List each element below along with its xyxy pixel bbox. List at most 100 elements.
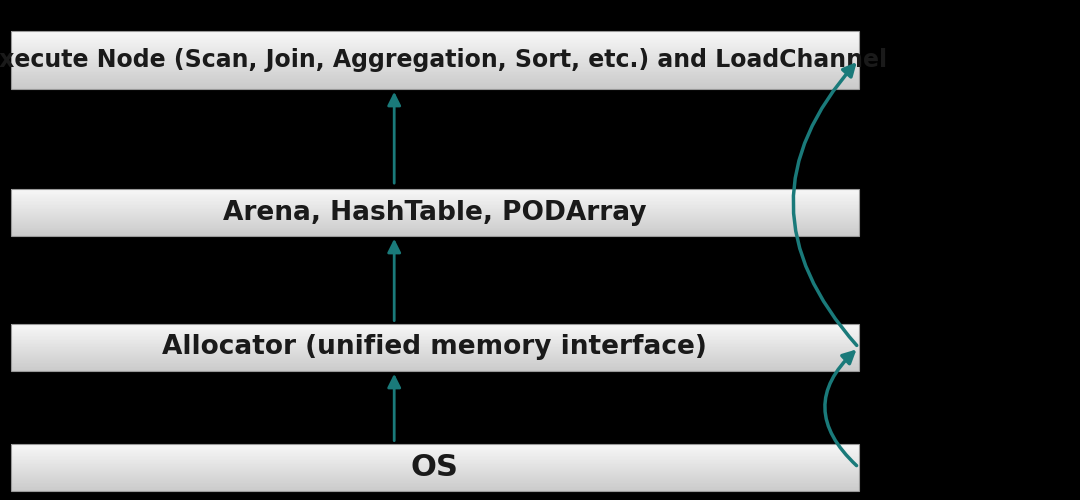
Bar xyxy=(11,357,859,358)
Bar xyxy=(11,336,859,337)
Bar xyxy=(11,358,859,360)
Bar xyxy=(11,228,859,229)
Bar xyxy=(11,55,859,56)
Bar xyxy=(11,41,859,42)
Bar xyxy=(11,200,859,202)
Bar xyxy=(11,221,859,222)
Bar xyxy=(11,70,859,72)
Bar xyxy=(11,194,859,195)
Bar xyxy=(11,66,859,68)
Bar xyxy=(11,447,859,448)
Bar xyxy=(11,31,859,32)
Bar xyxy=(11,44,859,46)
Bar xyxy=(11,61,859,62)
Bar xyxy=(11,46,859,48)
Bar xyxy=(11,68,859,70)
Bar xyxy=(11,345,859,346)
Bar xyxy=(11,88,859,89)
Text: Execute Node (Scan, Join, Aggregation, Sort, etc.) and LoadChannel: Execute Node (Scan, Join, Aggregation, S… xyxy=(0,48,887,72)
Bar xyxy=(11,476,859,477)
Bar xyxy=(11,54,859,55)
Bar xyxy=(11,368,859,369)
Bar xyxy=(11,203,859,204)
Bar xyxy=(11,448,859,450)
Bar xyxy=(11,474,859,476)
Bar xyxy=(11,480,859,481)
Bar xyxy=(11,454,859,455)
Bar xyxy=(11,38,859,39)
Bar xyxy=(11,350,859,352)
Bar xyxy=(11,202,859,203)
Bar xyxy=(11,48,859,50)
Bar xyxy=(11,328,859,330)
Bar xyxy=(11,457,859,458)
Bar xyxy=(11,207,859,208)
Bar xyxy=(11,349,859,350)
Bar xyxy=(11,215,859,216)
Bar xyxy=(11,199,859,200)
Bar xyxy=(11,208,859,210)
Bar xyxy=(11,337,859,338)
Bar xyxy=(11,460,859,461)
Bar xyxy=(11,188,859,236)
Bar xyxy=(11,78,859,79)
Bar xyxy=(11,462,859,463)
Bar xyxy=(11,463,859,464)
Bar xyxy=(11,218,859,219)
Bar xyxy=(11,64,859,65)
Bar xyxy=(11,40,859,41)
Bar xyxy=(11,56,859,57)
Bar xyxy=(11,464,859,465)
Bar xyxy=(11,211,859,212)
Bar xyxy=(11,362,859,364)
Bar xyxy=(11,339,859,340)
Bar xyxy=(11,472,859,473)
Bar xyxy=(11,461,859,462)
Bar xyxy=(11,469,859,470)
Bar xyxy=(11,62,859,63)
Bar xyxy=(11,486,859,488)
Bar xyxy=(11,65,859,66)
Bar xyxy=(11,455,859,456)
Bar xyxy=(11,226,859,227)
Bar xyxy=(11,466,859,468)
Bar xyxy=(11,35,859,36)
Bar xyxy=(11,219,859,220)
Bar xyxy=(11,189,859,190)
Bar xyxy=(11,196,859,198)
Bar xyxy=(11,456,859,457)
Text: OS: OS xyxy=(410,453,459,482)
Bar xyxy=(11,370,859,371)
Bar xyxy=(11,334,859,335)
Bar xyxy=(11,50,859,51)
Bar xyxy=(11,338,859,339)
FancyArrowPatch shape xyxy=(794,65,856,346)
Bar xyxy=(11,81,859,82)
Bar xyxy=(11,444,859,491)
Bar xyxy=(11,451,859,452)
Bar xyxy=(11,465,859,466)
Bar xyxy=(11,446,859,447)
Bar xyxy=(11,85,859,86)
Bar xyxy=(11,458,859,459)
Bar xyxy=(11,190,859,191)
Bar xyxy=(11,485,859,486)
Bar xyxy=(11,360,859,361)
Bar xyxy=(11,490,859,491)
Bar xyxy=(11,79,859,80)
Bar xyxy=(11,192,859,194)
Bar xyxy=(11,58,859,59)
Bar xyxy=(11,206,859,207)
Bar xyxy=(11,223,859,224)
Bar xyxy=(11,324,859,371)
Bar xyxy=(11,229,859,230)
Bar xyxy=(11,37,859,38)
Bar xyxy=(11,80,859,81)
Bar xyxy=(11,86,859,87)
Bar xyxy=(11,43,859,44)
Bar xyxy=(11,488,859,489)
Bar xyxy=(11,42,859,43)
Bar xyxy=(11,444,859,446)
Bar xyxy=(11,63,859,64)
Bar xyxy=(11,459,859,460)
